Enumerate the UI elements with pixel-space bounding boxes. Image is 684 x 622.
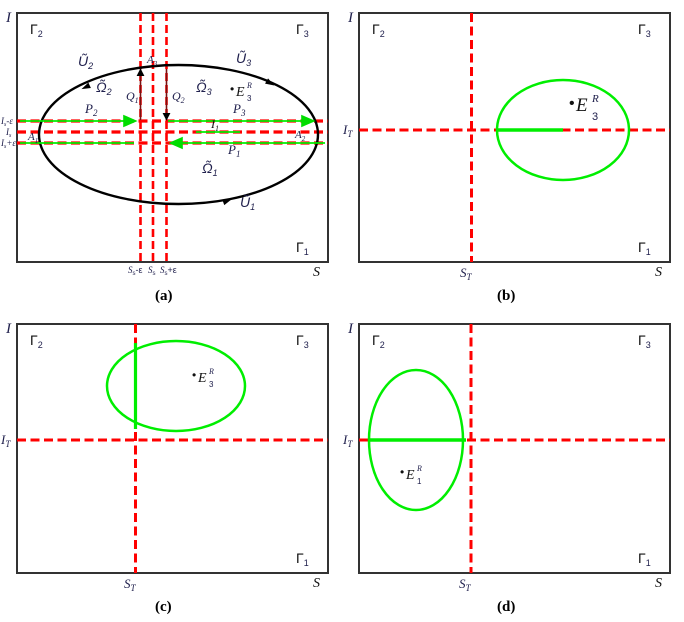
svg-text:Γ2: Γ2 — [372, 21, 385, 39]
svg-text:I: I — [5, 321, 12, 337]
svg-text:P2: P2 — [84, 101, 98, 118]
svg-text:•: • — [230, 82, 234, 96]
svg-text:IT: IT — [0, 432, 11, 449]
svg-text:R: R — [416, 464, 422, 473]
svg-text:3: 3 — [209, 380, 214, 389]
svg-text:3: 3 — [592, 111, 598, 123]
svg-text:A3: A3 — [146, 54, 158, 68]
svg-text:Ũ3: Ũ3 — [236, 50, 251, 68]
svg-text:Ũ2: Ũ2 — [78, 53, 93, 71]
svg-text:ST: ST — [124, 576, 137, 593]
svg-text:ST: ST — [460, 265, 473, 282]
svg-text:E: E — [575, 95, 588, 116]
svg-text:Γ2: Γ2 — [372, 332, 385, 350]
svg-text:I: I — [347, 321, 354, 337]
svg-text:S: S — [655, 265, 662, 280]
svg-text:Ss+ε: Ss+ε — [160, 265, 177, 277]
svg-text:Ω̃1: Ω̃1 — [202, 160, 218, 178]
svg-text:(b): (b) — [497, 288, 515, 304]
svg-text:E: E — [405, 468, 415, 483]
svg-text:•: • — [400, 465, 404, 479]
svg-text:Q1: Q1 — [126, 89, 139, 105]
svg-text:Ω̃2: Ω̃2 — [96, 79, 112, 97]
svg-text:Γ3: Γ3 — [638, 21, 651, 39]
svg-text:S: S — [313, 265, 320, 280]
svg-text:I: I — [5, 10, 12, 26]
svg-text:Ũ1: Ũ1 — [240, 194, 255, 212]
svg-text:(c): (c) — [155, 599, 172, 615]
svg-text:ST: ST — [459, 576, 472, 593]
svg-text:3: 3 — [247, 94, 252, 103]
svg-text:Γ3: Γ3 — [296, 332, 309, 350]
svg-text:Ss: Ss — [148, 265, 156, 277]
svg-text:E: E — [197, 371, 207, 386]
svg-text:Γ1: Γ1 — [638, 550, 651, 568]
svg-text:Γ1: Γ1 — [638, 239, 651, 257]
svg-text:R: R — [246, 81, 252, 90]
svg-text:Γ3: Γ3 — [638, 332, 651, 350]
svg-text:S: S — [313, 576, 320, 591]
svg-text:Γ1: Γ1 — [296, 239, 309, 257]
svg-text:S: S — [655, 576, 662, 591]
svg-text:R: R — [591, 93, 599, 105]
svg-text:Γ3: Γ3 — [296, 21, 309, 39]
svg-text:•: • — [569, 95, 575, 112]
svg-text:Ss-ε: Ss-ε — [128, 265, 143, 277]
svg-text:I: I — [347, 10, 354, 26]
svg-text:Γ2: Γ2 — [30, 332, 43, 350]
svg-text:Q2: Q2 — [172, 89, 185, 105]
svg-text:P3: P3 — [232, 101, 246, 118]
svg-text:IT: IT — [342, 122, 353, 139]
svg-text:IT: IT — [342, 432, 353, 449]
svg-text:(d): (d) — [497, 599, 515, 615]
svg-text:Is+ε: Is+ε — [0, 138, 16, 150]
svg-text:R: R — [208, 367, 214, 376]
svg-text:Ω̃3: Ω̃3 — [196, 79, 212, 97]
svg-text:Γ2: Γ2 — [30, 21, 43, 39]
svg-text:Γ1: Γ1 — [296, 550, 309, 568]
svg-text:(a): (a) — [155, 288, 173, 304]
svg-text:I1: I1 — [210, 117, 219, 133]
svg-text:E: E — [235, 85, 245, 100]
svg-text:1: 1 — [417, 477, 422, 486]
svg-text:•: • — [192, 368, 196, 382]
